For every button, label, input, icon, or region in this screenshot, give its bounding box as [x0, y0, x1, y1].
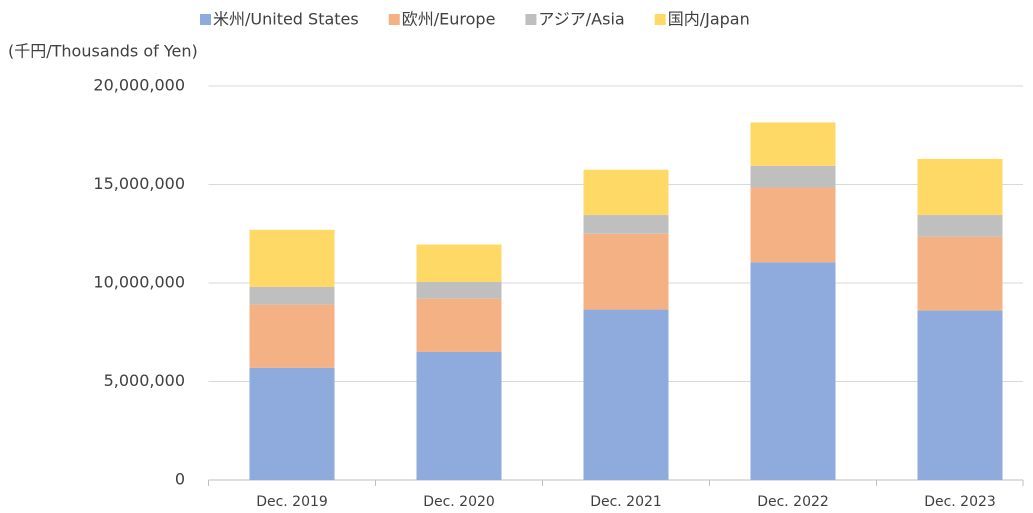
bar-segment: [750, 165, 836, 188]
y-tick-label: 10,000,000: [93, 273, 185, 292]
y-axis-label: (千円/Thousands of Yen): [8, 42, 198, 61]
bar-segment: [249, 304, 335, 368]
bar-segment: [917, 310, 1003, 480]
bar-segment: [917, 236, 1003, 311]
x-tick-label: Dec. 2021: [590, 494, 662, 510]
bar-segment: [249, 286, 335, 305]
y-tick-label: 15,000,000: [93, 174, 185, 193]
bar-segment: [750, 187, 836, 263]
bar-segment: [917, 158, 1003, 216]
bar-segment: [416, 298, 502, 352]
bar-segment: [416, 244, 502, 283]
legend-swatch: [200, 14, 211, 25]
y-tick-label: 0: [175, 470, 185, 489]
bar-segment: [416, 282, 502, 299]
bar-segment: [416, 351, 502, 480]
legend-swatch: [388, 14, 400, 25]
bar-segment: [583, 309, 669, 480]
legend-label: 米州/United States: [213, 10, 359, 29]
legend-label: 国内/Japan: [668, 10, 750, 29]
x-tick-label: Dec. 2020: [423, 494, 495, 510]
bar-segment: [249, 229, 335, 287]
bar-segment: [750, 262, 836, 480]
bar-segment: [917, 215, 1003, 237]
y-tick-label: 20,000,000: [93, 76, 185, 95]
x-tick-label: Dec. 2019: [256, 494, 328, 510]
bar-segment: [583, 169, 669, 216]
y-tick-label: 5,000,000: [104, 371, 185, 390]
bar-segment: [583, 233, 669, 310]
x-tick-label: Dec. 2023: [924, 494, 996, 510]
legend-swatch: [654, 14, 666, 25]
legend-label: アジア/Asia: [538, 10, 624, 29]
bar-segment: [583, 215, 669, 234]
bar-segment: [750, 122, 836, 166]
legend-label: 欧州/Europe: [402, 10, 496, 29]
bar-segment: [249, 367, 335, 480]
x-tick-label: Dec. 2022: [757, 494, 829, 510]
legend-swatch: [525, 14, 537, 25]
